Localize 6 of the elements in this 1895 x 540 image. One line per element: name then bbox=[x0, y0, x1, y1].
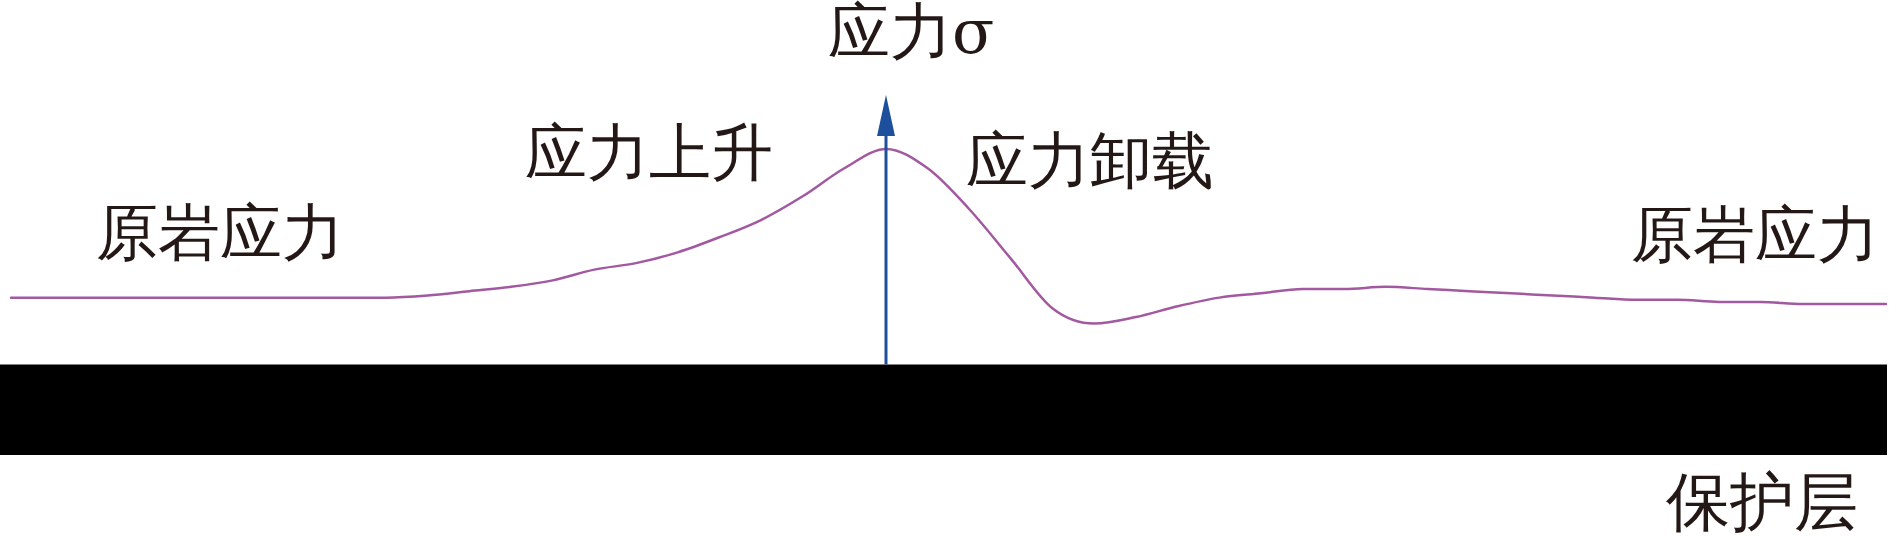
band-label: 保护层 bbox=[1666, 464, 1858, 539]
annotation: 原岩应力 bbox=[1631, 198, 1879, 272]
y-axis-title: 应力σ bbox=[828, 0, 995, 69]
annotation: 应力上升 bbox=[525, 116, 773, 190]
annotation: 原岩应力 bbox=[96, 196, 344, 270]
annotation: 应力卸载 bbox=[966, 124, 1214, 198]
